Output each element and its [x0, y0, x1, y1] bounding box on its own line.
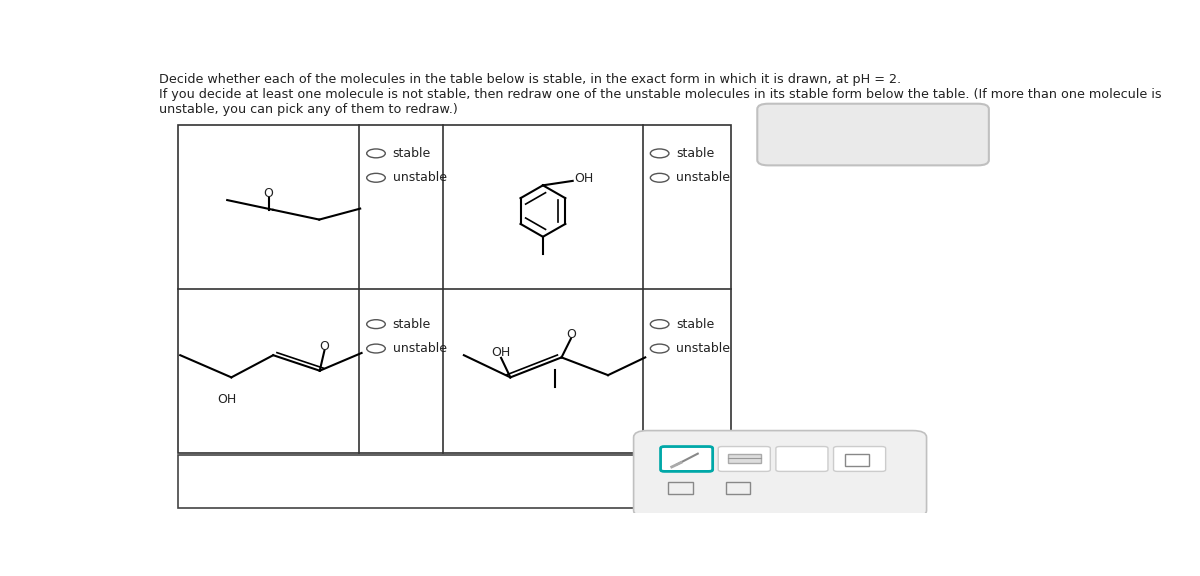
Text: unstable: unstable [677, 171, 731, 184]
Text: −: − [694, 471, 702, 482]
FancyBboxPatch shape [660, 446, 713, 471]
Text: stable: stable [392, 147, 431, 160]
Text: ☞: ☞ [793, 449, 811, 468]
Bar [178, 455, 638, 508]
Text: O: O [319, 340, 329, 353]
Text: ×: × [821, 123, 841, 146]
FancyBboxPatch shape [776, 446, 828, 471]
FancyBboxPatch shape [719, 446, 770, 471]
Text: stable: stable [677, 317, 715, 331]
Bar [727, 454, 761, 463]
Bar [668, 482, 692, 494]
Text: ↺: ↺ [908, 123, 930, 146]
Text: If you decide at least one molecule is not stable, then redraw one of the unstab: If you decide at least one molecule is n… [160, 88, 1162, 101]
Text: OH: OH [217, 393, 236, 406]
Text: unstable: unstable [392, 342, 446, 355]
FancyBboxPatch shape [834, 446, 886, 471]
Text: O: O [566, 328, 576, 341]
Bar [845, 454, 869, 466]
Text: OH: OH [575, 172, 594, 185]
Text: unstable: unstable [677, 342, 731, 355]
Text: unstable, you can pick any of them to redraw.): unstable, you can pick any of them to re… [160, 103, 458, 116]
Bar [178, 124, 731, 453]
FancyBboxPatch shape [757, 104, 989, 165]
Text: OH: OH [492, 346, 511, 359]
FancyBboxPatch shape [634, 431, 926, 517]
Text: Decide whether each of the molecules in the table below is stable, in the exact : Decide whether each of the molecules in … [160, 73, 901, 86]
Text: +: + [870, 444, 878, 453]
Bar [726, 482, 750, 494]
Text: unstable: unstable [392, 171, 446, 184]
Text: stable: stable [392, 317, 431, 331]
Text: stable: stable [677, 147, 715, 160]
Text: ••: •• [733, 472, 743, 482]
Text: O: O [264, 187, 274, 200]
